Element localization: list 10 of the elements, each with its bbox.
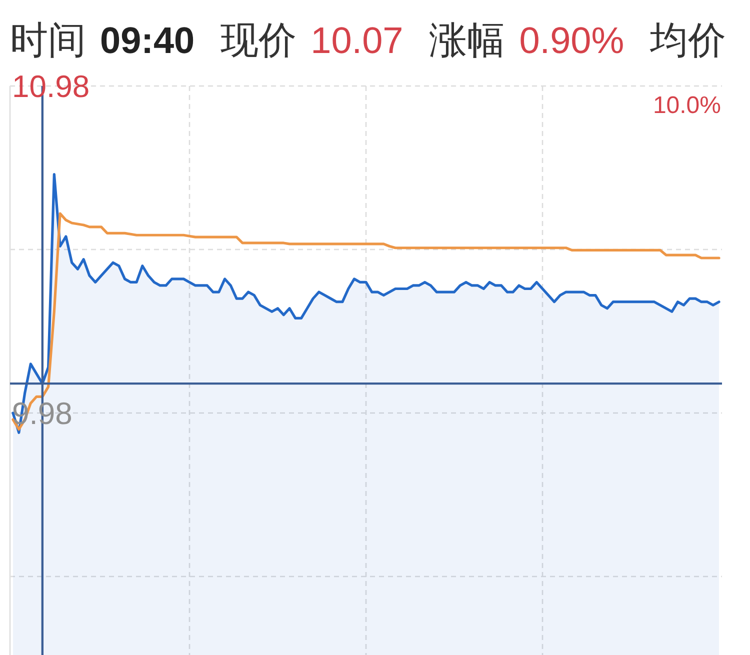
line-series xyxy=(12,212,720,431)
text: 时间 xyxy=(10,20,86,62)
text: 0.90% xyxy=(519,20,624,61)
text: 现价 xyxy=(220,20,297,62)
text: 均价 xyxy=(649,20,726,62)
text: 10.07 xyxy=(310,20,404,61)
text: 涨幅 xyxy=(429,20,506,62)
text: 09:40 xyxy=(100,20,195,61)
annotation: 10.0% xyxy=(652,92,721,119)
y-tick-label: 10.98 xyxy=(12,69,90,104)
